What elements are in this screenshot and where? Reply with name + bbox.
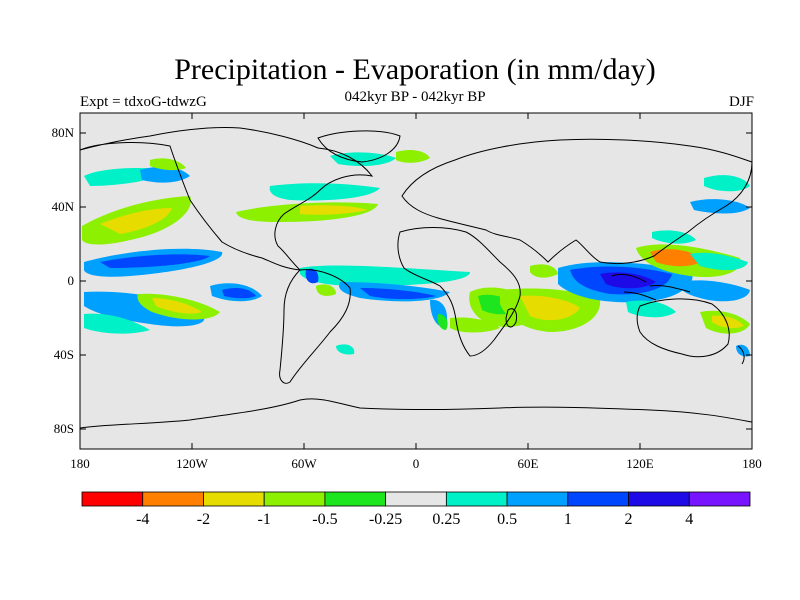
anomaly-region	[396, 150, 430, 163]
lon-axis	[79, 113, 753, 449]
colorbar-label: 1	[564, 511, 572, 528]
lon-tick-label: 0	[413, 456, 420, 471]
anomaly-region	[712, 315, 744, 329]
anomaly-region	[100, 208, 172, 234]
colorbar-labels: -4 -2 -1 -0.5 -0.25 0.25 0.5 1 2 4	[136, 511, 693, 528]
coastline-indonesia	[611, 273, 691, 301]
anomaly-region	[100, 254, 210, 268]
coastline-antarctica	[79, 398, 753, 429]
colorbar-label: -0.5	[312, 511, 337, 528]
coastline-australia	[636, 298, 730, 358]
coastline-africa	[397, 227, 521, 357]
colorbar-swatch	[567, 491, 629, 507]
coastline-new-zealand	[737, 345, 745, 365]
lat-tick-label: 40S	[54, 347, 74, 362]
anomaly-region	[600, 272, 656, 289]
colorbar-swatch	[81, 491, 144, 507]
colorbar-label: -0.25	[369, 511, 402, 528]
colorbar-label: -4	[136, 511, 149, 528]
anomaly-region	[679, 280, 750, 302]
colorbar-swatch	[506, 491, 569, 507]
colorbar-swatch	[688, 491, 751, 507]
anomaly-region	[360, 288, 436, 299]
anomaly-region	[140, 166, 190, 183]
anomaly-region	[520, 295, 580, 321]
anomaly-region	[437, 314, 448, 330]
colorbar-swatch	[445, 491, 508, 507]
colorbar-label: -2	[197, 511, 210, 528]
anomaly-region	[152, 298, 202, 314]
coastline-south-america	[279, 269, 351, 384]
anomaly-region	[316, 284, 336, 296]
anomaly-region	[269, 183, 380, 201]
colorbar-swatch	[203, 491, 265, 507]
anomaly-region	[305, 268, 319, 284]
coastline-greenland	[317, 130, 401, 163]
anomaly-region	[300, 205, 368, 215]
colorbar-swatch	[385, 491, 447, 507]
lat-tick-label: 0	[68, 273, 75, 288]
lon-tick-label: 120E	[626, 456, 654, 471]
coastline-north-america	[79, 126, 374, 271]
anomaly-region	[704, 175, 750, 192]
chart-title: Precipitation - Evaporation (in mm/day)	[174, 53, 656, 86]
colorbar-label: 0.5	[497, 511, 517, 528]
anomaly-region	[336, 344, 355, 355]
coastlines	[79, 126, 753, 429]
colorbar-swatch	[628, 491, 690, 507]
lon-tick-label: 60E	[518, 456, 539, 471]
lat-tick-label: 80S	[54, 421, 74, 436]
lon-tick-label: 180	[70, 456, 90, 471]
lat-axis	[80, 132, 752, 430]
colorbar-label: 0.25	[432, 511, 460, 528]
colorbar-label: -1	[258, 511, 271, 528]
chart-subtitle: 042kyr BP - 042kyr BP	[344, 89, 486, 105]
colorbar-swatch	[263, 491, 326, 507]
lat-tick-label: 80N	[52, 125, 75, 140]
anomaly-region	[222, 288, 256, 299]
anomaly-region	[450, 317, 500, 333]
experiment-label: Expt = tdxoG-tdwzG	[80, 94, 207, 110]
lon-tick-label: 60W	[291, 456, 317, 471]
colorbar	[81, 491, 751, 507]
season-label: DJF	[728, 94, 754, 110]
anomaly-region	[690, 199, 750, 214]
anomaly-region	[690, 252, 748, 271]
lon-tick-label: 120W	[176, 456, 209, 471]
anomaly-region	[530, 264, 558, 278]
anomaly-region	[626, 300, 676, 318]
coastline-madagascar	[505, 308, 517, 328]
lon-tick-label: 180	[742, 456, 762, 471]
anomaly-region	[650, 249, 704, 267]
colorbar-label: 2	[625, 511, 633, 528]
colorbar-swatch	[142, 491, 204, 507]
colorbar-label: 4	[685, 511, 693, 528]
coastline-eurasia	[401, 138, 753, 265]
lat-tick-label: 40N	[52, 199, 75, 214]
anomaly-region	[84, 313, 150, 334]
colorbar-swatch	[324, 491, 387, 507]
